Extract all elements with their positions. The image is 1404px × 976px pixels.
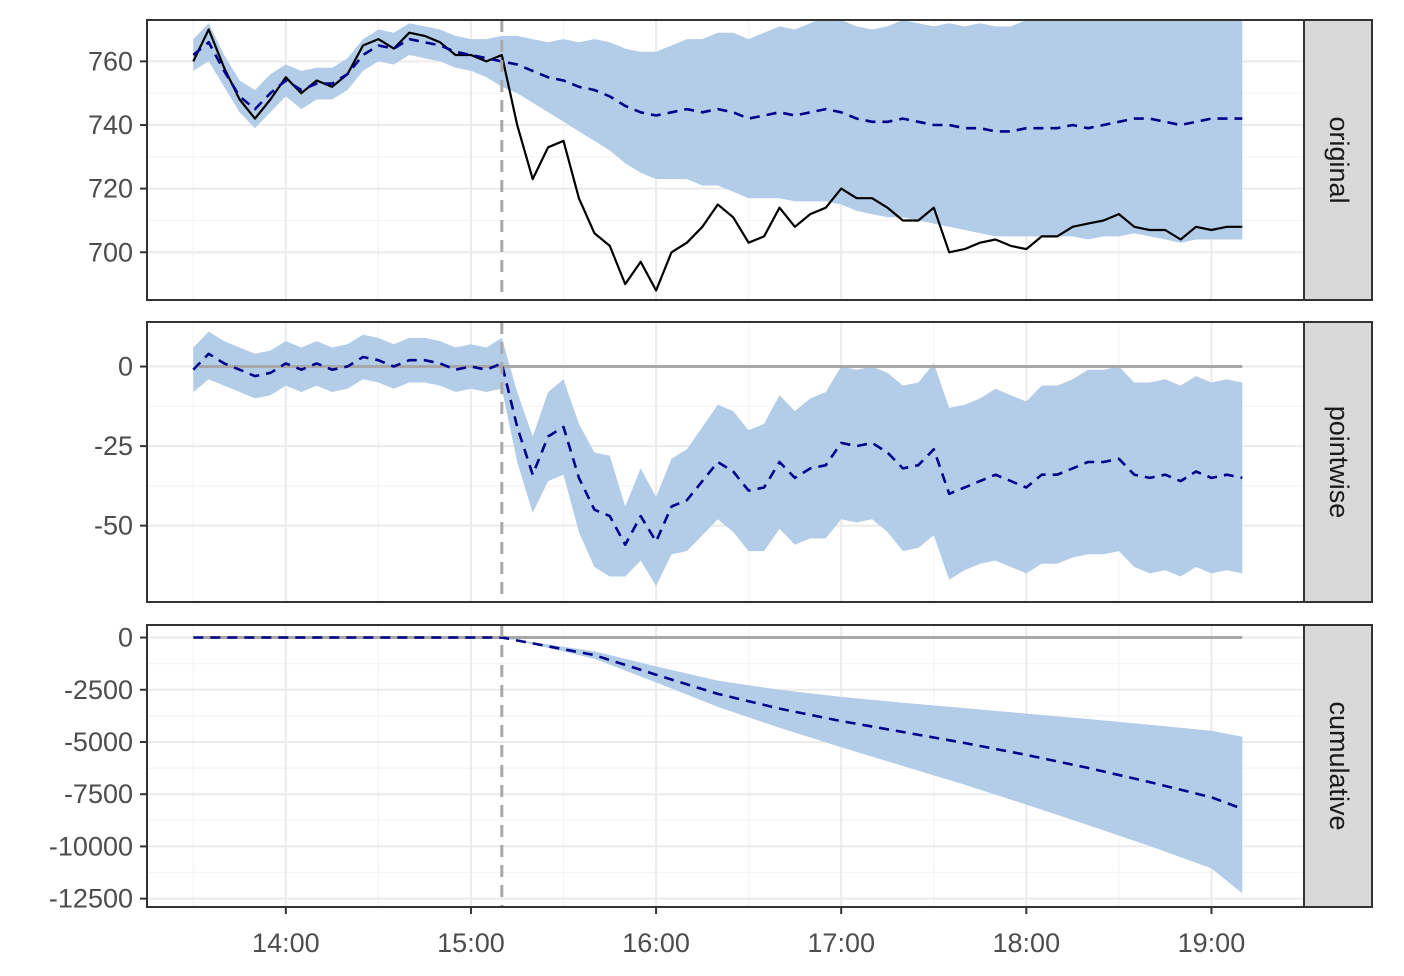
strip-label: pointwise bbox=[1324, 406, 1354, 519]
panel-plot-area bbox=[147, 20, 1304, 300]
x-tick-label: 15:00 bbox=[437, 928, 505, 958]
prediction-interval-band bbox=[193, 637, 1243, 894]
y-tick-label: 0 bbox=[118, 352, 133, 382]
prediction-interval-band bbox=[193, 331, 1243, 587]
predicted-series-line bbox=[192, 37, 1243, 133]
strip-background bbox=[1303, 19, 1373, 301]
y-tick-label: 700 bbox=[88, 237, 133, 267]
x-tick-label: 18:00 bbox=[993, 928, 1061, 958]
y-tick-label: 760 bbox=[88, 46, 133, 76]
predicted-series-line bbox=[193, 636, 1243, 811]
y-tick-label: 0 bbox=[118, 623, 133, 653]
y-tick-label: -7500 bbox=[64, 779, 133, 809]
strip-background bbox=[1303, 321, 1373, 603]
panel-plot-area bbox=[147, 625, 1304, 907]
panel-cumulative: -12500 -10000 -7500 -5000 -2500 0 cumulative bbox=[49, 623, 1373, 914]
y-tick-label: -25 bbox=[94, 431, 133, 461]
facet-strip: cumulative bbox=[1303, 624, 1373, 908]
x-tick-label: 16:00 bbox=[622, 928, 690, 958]
y-tick-label: -10000 bbox=[49, 831, 133, 861]
actual-series-line bbox=[192, 28, 1243, 292]
strip-background bbox=[1303, 624, 1373, 908]
panel-original: 700 720 740 760 original bbox=[88, 19, 1373, 301]
facet-strip: original bbox=[1303, 19, 1373, 301]
y-tick-label: -12500 bbox=[49, 884, 133, 914]
facet-strip: pointwise bbox=[1303, 321, 1373, 603]
panel-pointwise: -50 -25 0 pointwise bbox=[94, 321, 1373, 603]
y-tick-label: -2500 bbox=[64, 675, 133, 705]
y-tick-label: -5000 bbox=[64, 727, 133, 757]
panel-plot-area bbox=[147, 322, 1304, 602]
strip-label: cumulative bbox=[1324, 701, 1354, 830]
predicted-series-line bbox=[192, 352, 1243, 546]
y-tick-label: -50 bbox=[94, 511, 133, 541]
prediction-interval-band bbox=[193, 20, 1243, 243]
strip-label: original bbox=[1324, 116, 1354, 203]
x-tick-label: 19:00 bbox=[1178, 928, 1246, 958]
y-tick-label: 740 bbox=[88, 110, 133, 140]
y-tick-label: 720 bbox=[88, 174, 133, 204]
x-tick-label: 14:00 bbox=[252, 928, 320, 958]
facet-panels: 700 720 740 760 original -50 -25 0 pointwise -125… bbox=[49, 19, 1373, 914]
x-tick-label: 17:00 bbox=[807, 928, 875, 958]
x-axis: 14:00 15:00 16:00 17:00 18:00 19:00 bbox=[252, 907, 1245, 958]
